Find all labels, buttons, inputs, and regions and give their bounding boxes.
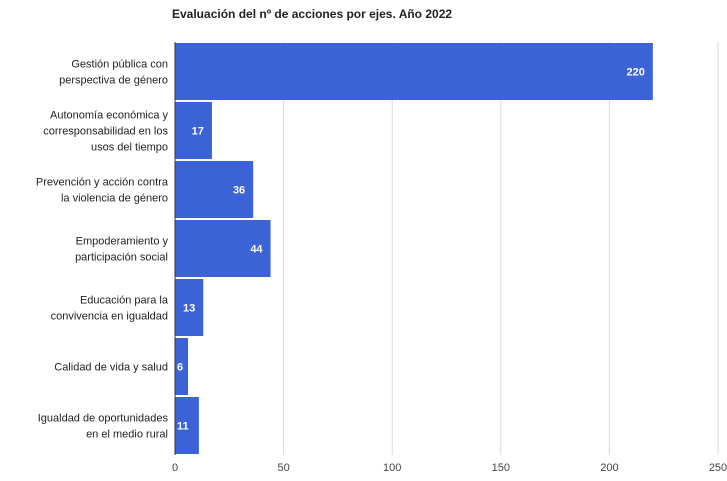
- category-label: Igualdad de oportunidades en el medio rur…: [38, 413, 169, 441]
- bar-value-label: 36: [233, 185, 245, 197]
- x-tick-label: 200: [600, 462, 618, 474]
- bar-value-label: 13: [183, 303, 195, 315]
- bar: [175, 279, 204, 336]
- x-tick-label: 250: [709, 462, 727, 474]
- bars: 220 17 36 44 13 6 11: [175, 43, 653, 454]
- bar: [175, 43, 653, 100]
- x-tick-label: 100: [383, 462, 401, 474]
- bar: [175, 220, 271, 277]
- category-label: Empoderamiento y participación social: [75, 236, 168, 264]
- bar-value-label: 220: [626, 67, 644, 79]
- bar-value-label: 44: [250, 244, 263, 256]
- chart-title: Evaluación del nº de acciones por ejes. …: [172, 7, 452, 21]
- category-labels: Gestión pública con perspectiva de género…: [36, 59, 169, 441]
- bar-value-label: 6: [177, 362, 183, 374]
- x-tick-label: 0: [172, 462, 178, 474]
- bar-value-label: 11: [177, 421, 189, 433]
- category-label: Educación para la convivencia en igualdad: [51, 295, 169, 323]
- category-label: Gestión pública con perspectiva de género: [59, 59, 168, 87]
- bar-value-label: 17: [192, 126, 204, 138]
- category-label: Calidad de vida y salud: [54, 362, 168, 374]
- category-label: Prevención y acción contra la violencia d…: [36, 177, 169, 205]
- bar: [175, 102, 212, 159]
- x-axis-tick-labels: 0 50 100 150 200 250: [172, 462, 727, 474]
- bar: [175, 397, 199, 454]
- bar: [175, 338, 189, 395]
- x-tick-label: 150: [492, 462, 510, 474]
- category-label: Autonomía económica y corresponsabilidad …: [43, 110, 168, 154]
- bar: [175, 161, 254, 218]
- grid-lines: [283, 42, 719, 455]
- x-tick-label: 50: [277, 462, 289, 474]
